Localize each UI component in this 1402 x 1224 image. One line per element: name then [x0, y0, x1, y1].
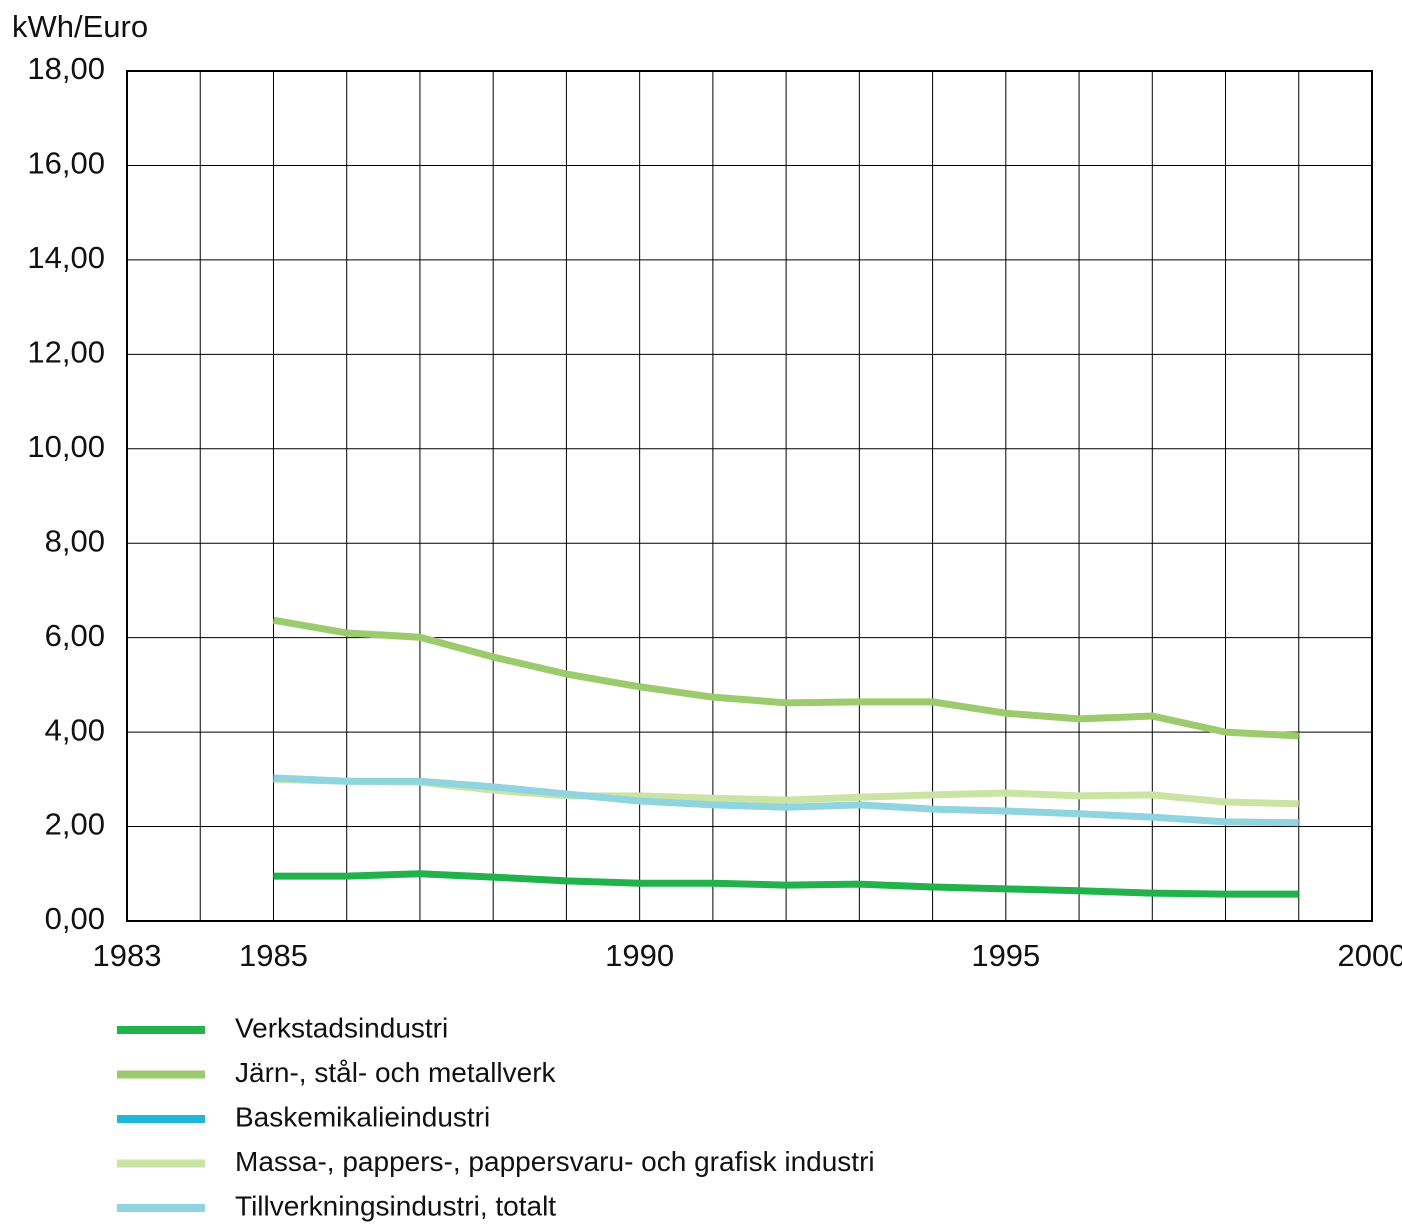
- y-tick-label: 14,00: [27, 240, 105, 275]
- y-tick-label: 6,00: [45, 618, 105, 653]
- x-tick-label: 1983: [93, 938, 162, 973]
- y-tick-label: 2,00: [45, 807, 105, 842]
- x-tick-label: 2000: [1338, 938, 1402, 973]
- y-axis-label: kWh/Euro: [12, 9, 148, 44]
- legend-label: Massa-, pappers-, pappersvaru- och grafi…: [235, 1146, 875, 1177]
- y-tick-label: 8,00: [45, 523, 105, 558]
- y-tick-label: 16,00: [27, 146, 105, 181]
- legend-label: Baskemikalieindustri: [235, 1101, 490, 1132]
- x-tick-label: 1990: [605, 938, 674, 973]
- y-tick-label: 18,00: [27, 51, 105, 86]
- y-tick-label: 12,00: [27, 335, 105, 370]
- legend-label: Järn-, stål- och metallverk: [235, 1057, 557, 1088]
- legend-label: Tillverkningsindustri, totalt: [235, 1190, 556, 1221]
- y-tick-label: 4,00: [45, 712, 105, 747]
- y-tick-label: 0,00: [45, 901, 105, 936]
- series-line: [272, 616, 1299, 740]
- x-tick-label: 1985: [239, 938, 308, 973]
- y-tick-label: 10,00: [27, 429, 105, 464]
- plot-frame: [126, 70, 1373, 922]
- x-tick-label: 1995: [971, 938, 1040, 973]
- legend-label: Verkstadsindustri: [235, 1012, 448, 1043]
- series-line: [273, 774, 1299, 827]
- series-line: [273, 870, 1299, 898]
